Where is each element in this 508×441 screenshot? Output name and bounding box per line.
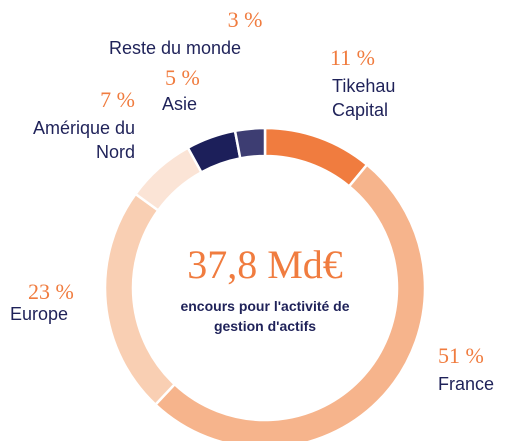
value-label: 3 % (227, 7, 263, 32)
value-label: 23 % (28, 279, 74, 304)
center-label: encours pour l'activité de gestion d'act… (180, 298, 350, 334)
category-label: France (438, 374, 495, 394)
value-label: 7 % (100, 87, 135, 112)
value-label: 11 % (330, 45, 376, 70)
segment (133, 146, 204, 213)
category-label: Tikehau Capital (332, 76, 396, 120)
segment (103, 192, 177, 407)
value-label: 51 % (438, 343, 484, 368)
segment (263, 126, 369, 189)
category-label: Reste du monde (108, 38, 242, 58)
category-label: Europe (10, 304, 69, 324)
category-label: Amérique du Nord (32, 118, 135, 162)
center-value: 37,8 Md€ (187, 242, 343, 287)
category-label: Asie (162, 94, 198, 114)
value-label: 5 % (165, 65, 200, 90)
segment (233, 126, 267, 160)
